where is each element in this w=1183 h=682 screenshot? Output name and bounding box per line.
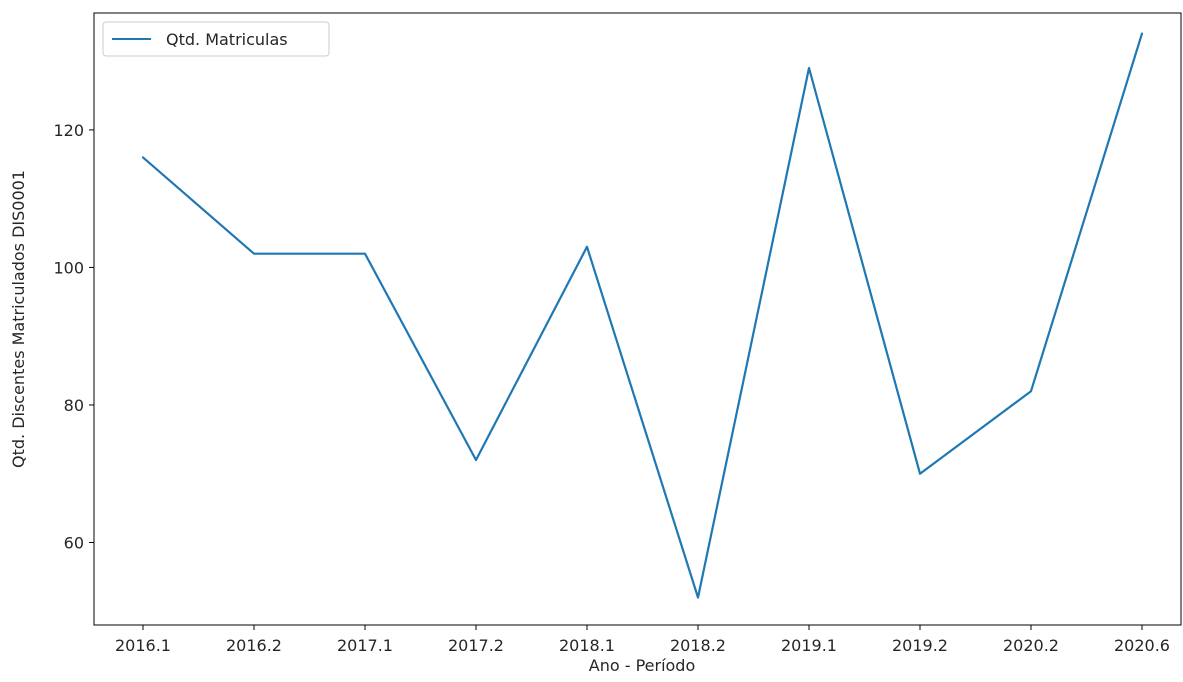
y-tick-label: 120: [53, 121, 84, 140]
x-tick-label: 2017.1: [337, 636, 393, 655]
x-tick-label: 2018.1: [559, 636, 615, 655]
series-line: [141, 32, 1144, 599]
ticks-layer: 2016.1 2016.2 2017.1 2017.2 2018.1 2018.2 2019…: [53, 121, 1170, 655]
x-tick-label: 2020.2: [1003, 636, 1059, 655]
y-tick-label: 60: [64, 533, 84, 552]
x-tick-label: 2020.6: [1114, 636, 1170, 655]
plot-frame: [93, 12, 1182, 626]
y-tick-label: 80: [64, 396, 84, 415]
series-layer: [141, 32, 1144, 599]
y-tick-label: 100: [53, 258, 84, 277]
x-tick-label: 2017.2: [448, 636, 504, 655]
x-tick-label: 2019.2: [892, 636, 948, 655]
x-tick-label: 2016.2: [226, 636, 282, 655]
x-tick-label: 2016.1: [115, 636, 171, 655]
x-tick-label: 2019.1: [781, 636, 837, 655]
x-axis-title: Ano - Período: [589, 656, 696, 675]
y-axis-title: Qtd. Discentes Matriculados DIS0001: [9, 170, 28, 468]
plot-area: [94, 13, 1181, 625]
legend-label: Qtd. Matriculas: [166, 30, 288, 49]
legend: Qtd. Matriculas: [102, 21, 330, 57]
legend-box: [102, 21, 330, 57]
x-tick-label: 2018.2: [670, 636, 726, 655]
